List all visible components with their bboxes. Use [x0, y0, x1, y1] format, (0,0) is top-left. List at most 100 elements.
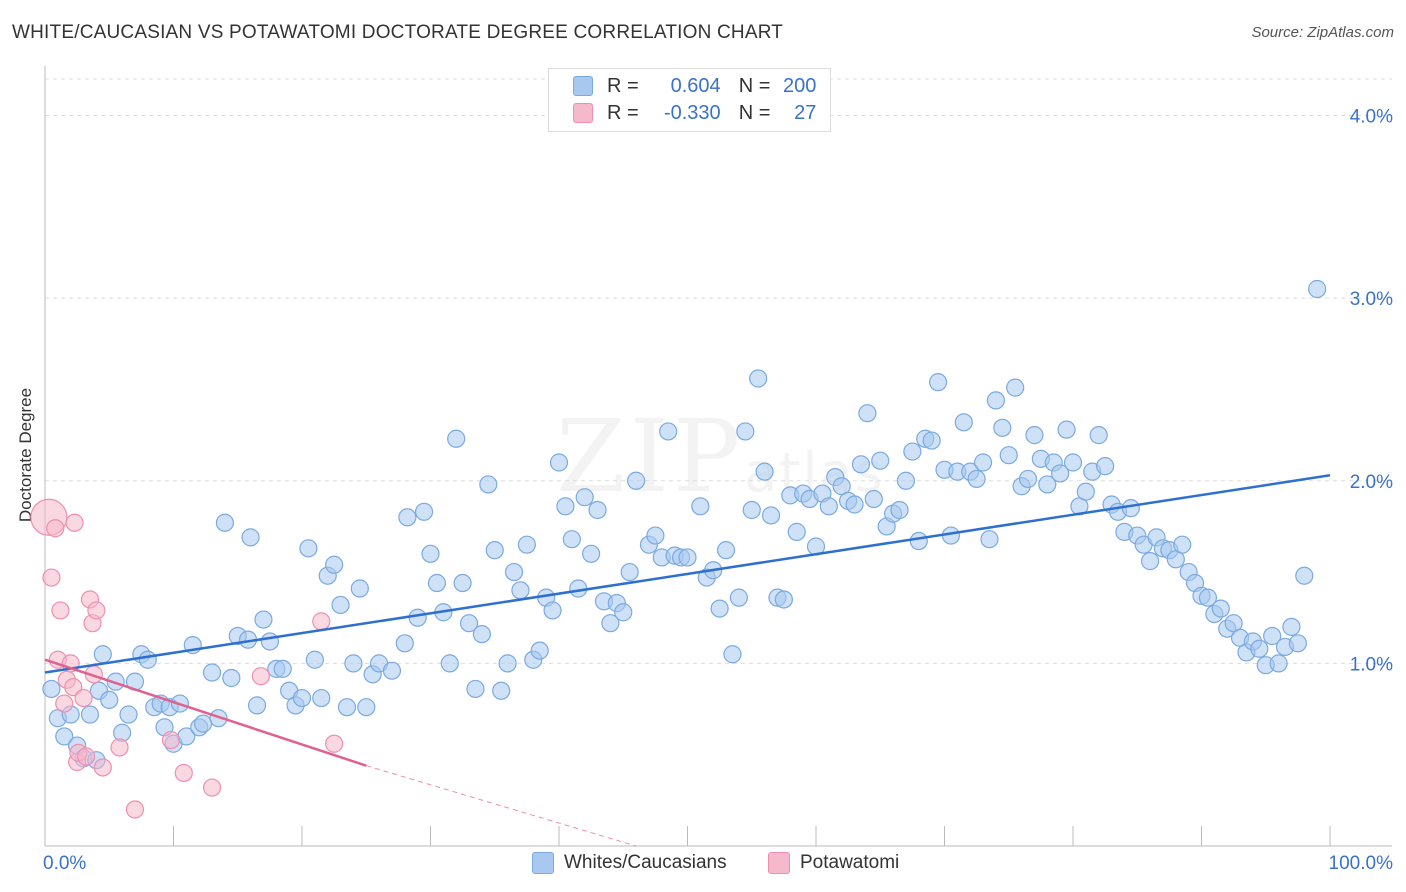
potawatomi-point: [161, 730, 181, 750]
potawatomi-point: [202, 778, 222, 797]
whites-point: [1198, 588, 1218, 607]
whites-point: [723, 645, 742, 664]
potawatomi-point: [77, 747, 96, 766]
legend-swatch-blue: [573, 76, 593, 96]
whites-point: [903, 442, 922, 461]
r-value: -0.330: [663, 101, 721, 124]
whites-point: [1140, 552, 1160, 571]
whites-point: [755, 462, 774, 481]
whites-point: [1018, 469, 1038, 489]
whites-point: [247, 696, 267, 715]
whites-point: [337, 698, 357, 717]
whites-point: [626, 471, 646, 490]
potawatomi-trend-extension: [366, 765, 637, 847]
whites-point: [427, 573, 447, 593]
legend-row-whites: R = 0.604 N = 200: [573, 74, 816, 98]
potawatomi-point: [251, 667, 270, 686]
potawatomi-point: [65, 513, 84, 532]
whites-point: [1096, 457, 1115, 476]
whites-point: [1063, 453, 1083, 472]
whites-point: [1263, 626, 1282, 646]
whites-point: [305, 650, 324, 669]
whites-point: [1038, 475, 1057, 494]
whites-point: [928, 373, 948, 392]
whites-point: [575, 488, 594, 507]
whites-point: [909, 531, 928, 551]
whites-point: [614, 603, 633, 622]
whites-point: [119, 705, 138, 724]
whites-point: [350, 579, 369, 598]
y-tick-label: 1.0%: [1350, 654, 1393, 675]
potawatomi-point: [74, 688, 93, 708]
whites-point: [382, 661, 402, 680]
whites-point: [678, 548, 697, 567]
whites-point: [716, 541, 736, 560]
whites-point: [241, 528, 260, 547]
potawatomi-point: [87, 601, 106, 620]
whites-point: [414, 502, 434, 521]
series-legend: Whites/Caucasians Potawatomi: [0, 852, 1406, 876]
whites-point: [299, 539, 318, 558]
legend-item-whites: Whites/Caucasians: [532, 852, 727, 874]
chart-title: WHITE/CAUCASIAN VS POTAWATOMI DOCTORATE …: [12, 22, 784, 43]
whites-point: [967, 469, 986, 489]
whites-point: [556, 497, 575, 516]
whites-point: [1076, 482, 1095, 501]
whites-point: [871, 451, 890, 470]
whites-point: [106, 672, 125, 691]
whites-point: [922, 431, 941, 450]
whites-point: [193, 714, 213, 733]
whites-point: [749, 369, 768, 388]
whites-point: [1057, 420, 1076, 439]
whites-point: [729, 588, 749, 607]
whites-point: [1006, 378, 1025, 397]
whites-point: [472, 625, 491, 644]
whites-point: [530, 641, 549, 660]
whites-point: [511, 581, 530, 600]
whites-point: [864, 489, 883, 509]
whites-point: [357, 698, 376, 717]
whites-point: [543, 601, 562, 620]
whites-point: [138, 650, 157, 669]
whites-point: [993, 418, 1012, 437]
whites-point: [761, 506, 781, 525]
legend-label-whites: Whites/Caucasians: [564, 852, 727, 873]
legend-swatch-pink: [768, 852, 790, 874]
whites-point: [620, 562, 639, 582]
legend-item-potawatomi: Potawatomi: [768, 852, 899, 874]
whites-point: [601, 614, 620, 633]
whites-point: [215, 513, 234, 532]
whites-point: [1288, 634, 1307, 653]
legend-row-potawatomi: R = -0.330 N = 27: [573, 101, 816, 125]
whites-point: [588, 500, 607, 520]
whites-point: [1308, 279, 1327, 299]
whites-point: [691, 497, 710, 516]
potawatomi-point: [125, 800, 145, 819]
whites-point: [325, 555, 344, 574]
whites-point: [447, 429, 466, 448]
potawatomi-point: [325, 734, 344, 753]
whites-point: [659, 422, 678, 441]
whites-point: [202, 663, 222, 682]
potawatomi-point: [93, 758, 112, 777]
whites-point: [395, 634, 414, 653]
whites-point: [55, 727, 74, 746]
potawatomi-point: [55, 694, 74, 713]
potawatomi-point: [51, 601, 70, 620]
whites-point: [710, 599, 729, 618]
potawatomi-point: [174, 763, 193, 783]
whites-point: [485, 541, 504, 560]
whites-point: [479, 475, 498, 494]
whites-point: [260, 632, 279, 651]
whites-point: [421, 544, 440, 563]
whites-point: [466, 679, 485, 699]
whites-point: [774, 590, 793, 609]
whites-point: [851, 455, 871, 474]
whites-point: [1250, 639, 1269, 658]
whites-point: [273, 659, 292, 678]
whites-point: [980, 530, 999, 549]
n-label: N =: [738, 101, 771, 124]
whites-point: [1173, 535, 1192, 554]
correlation-legend: R = 0.604 N = 200 R = -0.330 N = 27: [548, 68, 831, 132]
whites-point: [1295, 566, 1314, 585]
